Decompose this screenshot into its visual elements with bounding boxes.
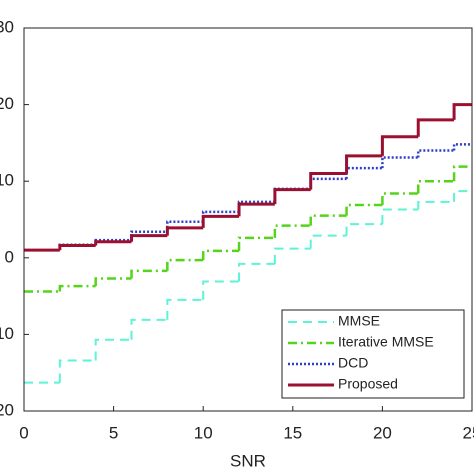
step-segment bbox=[345, 203, 383, 216]
step-segment bbox=[130, 318, 168, 340]
step-segment bbox=[452, 165, 472, 182]
step-segment bbox=[345, 166, 383, 179]
step-segment bbox=[201, 249, 240, 261]
step-segment bbox=[309, 177, 347, 189]
step-segment bbox=[237, 202, 275, 217]
legend-label: DCD bbox=[338, 355, 368, 371]
step-segment bbox=[273, 188, 311, 205]
y-tick-label: 10 bbox=[0, 171, 14, 190]
y-tick-label: -20 bbox=[0, 400, 14, 419]
x-tick-label: 10 bbox=[194, 423, 213, 442]
plot-frame bbox=[23, 27, 473, 412]
series-line bbox=[24, 143, 472, 252]
step-segment bbox=[130, 269, 168, 279]
legend-label: Iterative MMSE bbox=[338, 334, 434, 350]
step-segment bbox=[238, 262, 275, 282]
step-segment bbox=[416, 179, 455, 194]
step-segment bbox=[94, 240, 132, 246]
step-segment bbox=[273, 247, 311, 264]
x-tick-label: 5 bbox=[109, 423, 118, 442]
legend-box bbox=[281, 309, 465, 399]
step-segment bbox=[58, 359, 96, 383]
step-segment bbox=[201, 210, 240, 222]
x-tick-label: 20 bbox=[373, 423, 392, 442]
step-segment bbox=[416, 118, 455, 137]
legend-label: Proposed bbox=[338, 376, 398, 392]
step-segment bbox=[94, 277, 132, 287]
y-tick-label: 0 bbox=[5, 247, 14, 266]
x-tick-label: 15 bbox=[283, 423, 302, 442]
x-tick-label: 0 bbox=[19, 423, 28, 442]
step-segment bbox=[201, 214, 240, 228]
series-line bbox=[24, 103, 472, 252]
step-segment bbox=[309, 234, 347, 249]
step-segment bbox=[381, 208, 419, 225]
step-segment bbox=[165, 226, 204, 236]
step-segment bbox=[166, 220, 204, 232]
step-segment bbox=[381, 192, 419, 205]
step-segment bbox=[309, 172, 347, 190]
y-tick-label: 30 bbox=[0, 17, 14, 36]
step-segment bbox=[345, 223, 383, 236]
series-line bbox=[24, 190, 472, 384]
step-segment bbox=[381, 156, 419, 169]
step-segment bbox=[166, 298, 204, 320]
step-segment bbox=[94, 338, 132, 361]
legend-label: MMSE bbox=[338, 313, 380, 329]
series-line bbox=[24, 165, 472, 293]
step-segment bbox=[309, 214, 347, 226]
step-segment bbox=[237, 200, 275, 212]
step-segment bbox=[417, 200, 455, 210]
x-axis-label: SNR bbox=[230, 451, 266, 470]
step-segment bbox=[416, 149, 455, 158]
step-segment bbox=[452, 143, 472, 151]
step-segment bbox=[130, 230, 168, 241]
step-segment bbox=[202, 280, 240, 300]
step-segment bbox=[452, 103, 472, 120]
y-tick-label: 20 bbox=[0, 94, 14, 113]
x-tick-label: 25 bbox=[463, 423, 474, 442]
step-segment bbox=[237, 236, 275, 251]
step-segment bbox=[345, 154, 383, 174]
step-segment bbox=[130, 234, 168, 242]
step-segment bbox=[273, 224, 311, 238]
legend: MMSE Iterative MMSE DCD Proposed bbox=[281, 309, 465, 399]
y-tick-label: -10 bbox=[0, 324, 14, 343]
step-segment bbox=[166, 258, 204, 271]
step-segment bbox=[58, 244, 96, 251]
step-segment bbox=[380, 135, 419, 156]
step-segment bbox=[58, 284, 96, 292]
step-segment bbox=[453, 190, 472, 202]
